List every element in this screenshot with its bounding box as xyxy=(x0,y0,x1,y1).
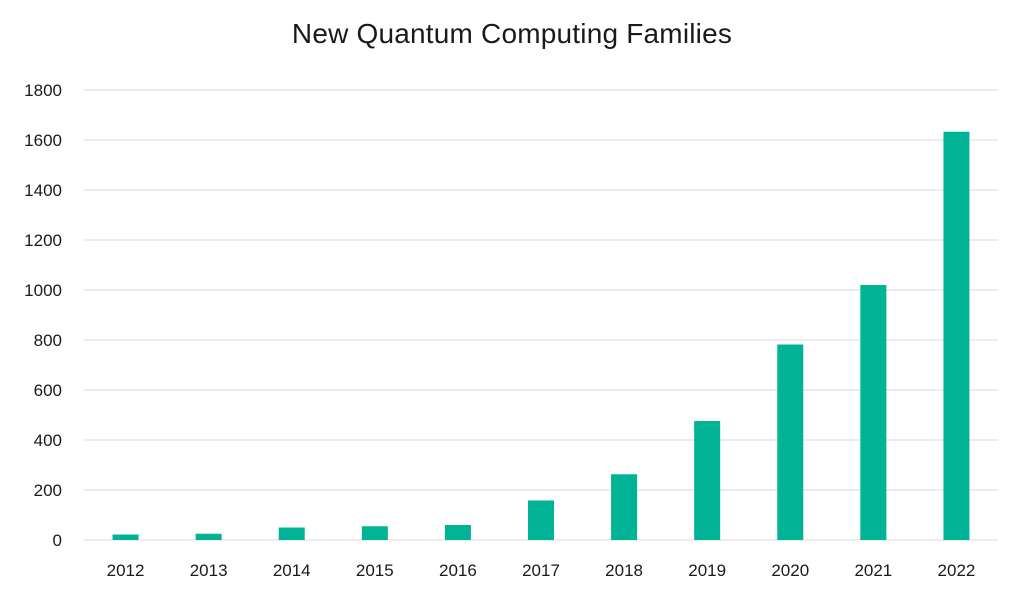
x-tick-label: 2016 xyxy=(439,561,477,580)
y-tick-label: 0 xyxy=(53,531,62,550)
bar-2017 xyxy=(528,500,554,540)
x-axis-ticks: 2012 2013 2014 2015 2016 2017 2018 2019 2020 2021… xyxy=(107,561,976,580)
y-tick-label: 600 xyxy=(34,381,62,400)
bar-2012 xyxy=(112,534,139,540)
x-tick-label: 2013 xyxy=(190,561,228,580)
y-axis-ticks: 0 200 400 600 800 1000 1200 1400 1600 1800 xyxy=(24,81,62,550)
chart-title: New Quantum Computing Families xyxy=(291,18,733,49)
bar-2013 xyxy=(195,533,222,540)
bar-2019 xyxy=(694,421,721,540)
x-tick-label: 2019 xyxy=(688,561,726,580)
y-tick-label: 1000 xyxy=(24,281,62,300)
x-tick-label: 2014 xyxy=(273,561,311,580)
y-tick-label: 1200 xyxy=(24,231,62,250)
y-tick-label: 1400 xyxy=(24,181,62,200)
x-tick-label: 2018 xyxy=(605,561,643,580)
x-tick-label: 2012 xyxy=(107,561,145,580)
y-tick-label: 800 xyxy=(34,331,62,350)
bar-2020 xyxy=(777,344,804,540)
x-tick-label: 2022 xyxy=(938,561,976,580)
gridlines xyxy=(84,89,998,541)
bar-2018 xyxy=(611,474,638,540)
x-tick-label: 2021 xyxy=(854,561,892,580)
y-tick-label: 400 xyxy=(34,431,62,450)
bar-2015 xyxy=(361,526,388,540)
x-tick-label: 2015 xyxy=(356,561,394,580)
x-tick-label: 2020 xyxy=(771,561,809,580)
y-tick-label: 1600 xyxy=(24,131,62,150)
bar-2016 xyxy=(444,525,471,540)
bar-2021 xyxy=(860,285,887,540)
bars xyxy=(112,131,970,540)
bar-2022 xyxy=(943,131,970,540)
y-tick-label: 200 xyxy=(34,481,62,500)
x-tick-label: 2017 xyxy=(522,561,560,580)
y-tick-label: 1800 xyxy=(24,81,62,100)
bar-2014 xyxy=(278,527,305,540)
